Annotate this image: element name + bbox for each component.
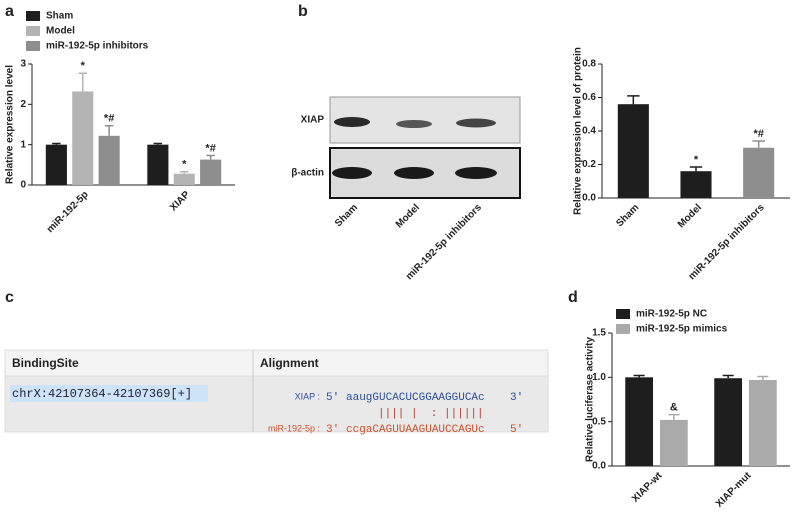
panel-label: b	[298, 3, 308, 20]
error-bar	[633, 374, 645, 378]
annotation: *	[694, 154, 699, 166]
pairing: |||| | : ||||||	[378, 408, 484, 420]
mirna-end: 5'	[510, 424, 523, 436]
highlight	[10, 385, 208, 402]
y-tick-label: 0	[20, 180, 26, 191]
y-tick-label: 0.0	[592, 461, 606, 472]
blot-row-label: β-actin	[291, 168, 324, 179]
bar	[98, 135, 120, 185]
annotation: *	[81, 60, 86, 72]
error-bar	[206, 154, 215, 160]
bar	[743, 147, 775, 198]
x-tick-label: miR-192-5p	[45, 189, 91, 235]
band	[394, 167, 434, 179]
band	[396, 120, 432, 128]
legend-swatch	[616, 324, 630, 334]
legend-label: Sham	[46, 11, 73, 22]
y-tick-label: 0.8	[582, 59, 596, 70]
column-header: Alignment	[260, 356, 319, 370]
alignment-table: c BindingSite Alignment chrX:42107364-42…	[4, 289, 549, 436]
legend-swatch	[26, 41, 40, 51]
legend-swatch	[26, 26, 40, 36]
error-bar	[757, 375, 769, 380]
annotation: *#	[104, 113, 114, 125]
y-tick-label: 0.6	[582, 92, 596, 103]
target-sequence: aaugGUCACUCGGAAGGUCAc	[346, 392, 485, 404]
panel-label: c	[5, 289, 14, 306]
bar	[748, 379, 777, 466]
column-header: BindingSite	[12, 356, 79, 370]
y-tick-label: 1.5	[592, 328, 606, 339]
y-axis-label: Relative expression level	[5, 65, 16, 184]
y-tick-label: 0.5	[592, 416, 606, 427]
band	[456, 118, 496, 128]
y-tick-label: 1.0	[592, 372, 606, 383]
bar	[173, 173, 195, 185]
error-bar	[104, 124, 114, 136]
y-tick-label: 3	[20, 59, 26, 70]
bar	[617, 104, 649, 198]
y-axis-label: Relative luciferase activity	[585, 337, 596, 463]
error-bar	[627, 95, 640, 105]
bar	[659, 419, 688, 466]
y-axis-label: Relative expression level of protein	[573, 47, 584, 215]
legend-label: miR-192-5p inhibitors	[46, 41, 149, 52]
x-tick-label: XIAP-wt	[630, 470, 665, 505]
annotation: *#	[753, 128, 763, 140]
binding-site: chrX:42107364-42107369[+]	[12, 387, 192, 401]
mirna-name: miR-192-5p :	[268, 423, 320, 433]
y-tick-label: 0.4	[582, 126, 596, 137]
panel-label: a	[5, 3, 14, 20]
y-tick-label: 1	[20, 139, 26, 150]
bar	[625, 377, 654, 466]
y-tick-label: 0.2	[582, 159, 596, 170]
error-bar	[52, 142, 61, 145]
target-end: 5'	[326, 392, 339, 404]
band	[332, 167, 372, 179]
y-tick-label: 2	[20, 99, 26, 110]
mirna-sequence: ccgaCAGUUAAGUAUCCAGUc	[346, 424, 485, 436]
error-bar	[78, 72, 87, 92]
x-tick-label: XIAP-mut	[714, 470, 754, 510]
lane-label: Model	[394, 202, 422, 230]
band	[455, 167, 497, 179]
annotation: *#	[205, 142, 215, 154]
x-tick-label: Model	[676, 202, 704, 230]
bar	[45, 144, 67, 185]
error-bar	[752, 140, 765, 148]
table-header	[4, 349, 549, 377]
bar	[200, 159, 222, 185]
x-tick-label: Sham	[614, 202, 641, 229]
bar	[147, 144, 169, 185]
legend-label: miR-192-5p NC	[636, 309, 707, 320]
annotation: *	[182, 159, 187, 171]
legend-swatch	[26, 11, 40, 21]
western-blot: XIAP β-actin Sham Model miR-192-5p inhib…	[291, 96, 521, 282]
error-bar	[153, 142, 163, 145]
bar	[714, 378, 743, 466]
legend-swatch	[616, 309, 630, 319]
bar	[72, 91, 94, 185]
error-bar	[180, 170, 189, 174]
error-bar	[689, 166, 703, 172]
mirna-end: 3'	[326, 424, 339, 436]
target-end: 3'	[510, 392, 523, 404]
blot-row-label: XIAP	[301, 115, 325, 126]
error-bar	[722, 374, 734, 379]
legend-label: miR-192-5p mimics	[636, 324, 728, 335]
x-tick-label: XIAP	[168, 189, 193, 214]
bar	[680, 171, 712, 198]
target-name: XIAP :	[295, 391, 320, 401]
panel-label: d	[568, 289, 578, 306]
annotation: &	[670, 401, 678, 413]
band	[334, 117, 370, 127]
legend-label: Model	[46, 26, 75, 37]
error-bar	[668, 413, 680, 420]
lane-label: Sham	[333, 202, 360, 229]
y-tick-label: 0.0	[582, 193, 596, 204]
